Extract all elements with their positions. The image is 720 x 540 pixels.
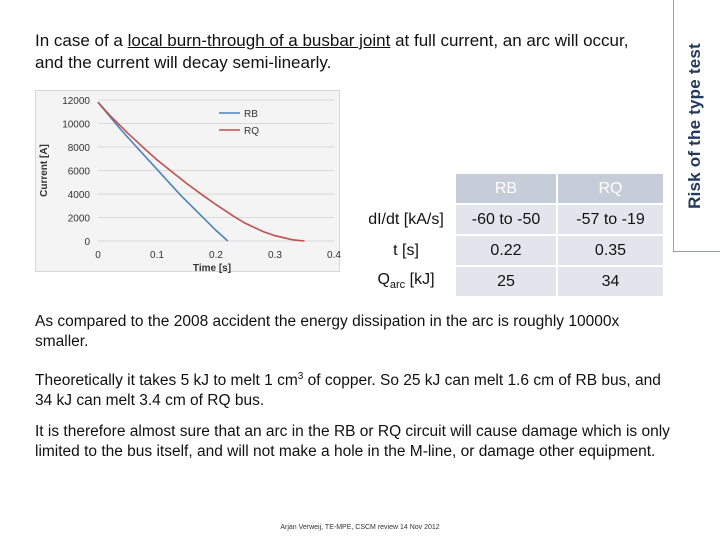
x-tick-label: 0 xyxy=(95,250,101,261)
chart-legend: RB RQ xyxy=(219,109,259,137)
cell-rb-time: 0.22 xyxy=(456,235,557,267)
qarc-symbol: Q xyxy=(377,271,390,289)
row-label-qarc: Qarc [kJ] xyxy=(356,266,456,298)
chart-series xyxy=(97,101,305,242)
x-tick-label: 0.1 xyxy=(150,250,164,261)
paragraph-melting-estimate: Theoretically it takes 5 kJ to melt 1 cm… xyxy=(35,367,675,411)
y-tick-label: 12000 xyxy=(62,96,90,107)
arc-parameters-table: RB RQ dI/dt [kA/s] -60 to -50 -57 to -19… xyxy=(356,174,663,298)
qarc-subscript: arc xyxy=(389,279,406,292)
cell-rq-time: 0.35 xyxy=(556,235,663,267)
x-tick-label: 0.2 xyxy=(209,250,223,261)
row-label-time: t [s] xyxy=(356,235,456,267)
table-header-rq: RQ xyxy=(556,174,663,205)
melt-superscript: 3 xyxy=(297,371,304,382)
x-tick-label: 0.3 xyxy=(268,250,282,261)
y-tick-label: 0 xyxy=(84,237,90,248)
legend-label-rq: RQ xyxy=(244,126,259,137)
table-header-rb: RB xyxy=(456,174,557,205)
side-title: Risk of the type test xyxy=(685,43,704,209)
legend-label-rb: RB xyxy=(244,109,258,120)
y-tick-label: 10000 xyxy=(62,120,90,131)
table-row: Qarc [kJ] 25 34 xyxy=(356,266,663,298)
series-line-rb xyxy=(97,101,229,242)
table-row: t [s] 0.22 0.35 xyxy=(356,235,663,267)
x-tick-label: 0.4 xyxy=(327,250,341,261)
heading-text-2: at full current, an arc will occur, and … xyxy=(35,31,629,72)
melt-text-2: of copper. So 25 kJ can melt 1.6 cm of R… xyxy=(35,372,661,410)
row-label-didt: dI/dt [kA/s] xyxy=(356,204,456,236)
paragraph-conclusion: It is therefore almost sure that an arc … xyxy=(35,423,670,460)
cell-rq-qarc: 34 xyxy=(556,266,663,298)
heading-text-1: In case of a xyxy=(35,31,128,50)
cell-rb-didt: -60 to -50 xyxy=(456,204,557,236)
paragraph-energy-comparison: As compared to the 2008 accident the ene… xyxy=(35,313,620,350)
table-header-empty xyxy=(356,174,456,205)
chart-axes: 0 2000 4000 6000 8000 10000 12000 0 0.1 0.2 0.3 0.4… xyxy=(39,96,341,273)
table-header-row: RB RQ xyxy=(356,174,663,205)
slide-heading: In case of a local burn-through of a bus… xyxy=(35,30,635,74)
chart-svg: 0 2000 4000 6000 8000 10000 12000 0 0.1 0.2 0.3 0.4… xyxy=(39,96,341,273)
cell-rb-qarc: 25 xyxy=(456,266,557,298)
side-title-band xyxy=(673,0,720,252)
qarc-unit: [kJ] xyxy=(405,271,435,289)
slide-footer: Arjan Verweij, TE-MPE, CSCM review 14 No… xyxy=(280,524,440,531)
current-decay-chart: 0 2000 4000 6000 8000 10000 12000 0 0.1 0.2 0.3 0.4… xyxy=(35,90,341,273)
melt-text-1: Theoretically it takes 5 kJ to melt 1 cm xyxy=(35,372,298,390)
y-tick-label: 6000 xyxy=(68,167,91,178)
cell-rq-didt: -57 to -19 xyxy=(556,204,663,236)
series-line-rq xyxy=(97,101,305,242)
heading-underlined-phrase: local burn-through of a busbar joint xyxy=(127,31,391,50)
y-tick-label: 2000 xyxy=(68,214,91,225)
x-axis-label: Time [s] xyxy=(193,263,231,273)
y-tick-label: 8000 xyxy=(68,143,91,154)
y-tick-label: 4000 xyxy=(68,190,91,201)
chart-gridlines xyxy=(98,99,334,242)
y-axis-label: Current [A] xyxy=(39,144,50,197)
table-row: dI/dt [kA/s] -60 to -50 -57 to -19 xyxy=(356,204,663,236)
